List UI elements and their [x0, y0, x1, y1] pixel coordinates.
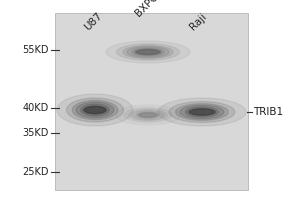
Text: 35KD: 35KD — [22, 128, 49, 138]
Ellipse shape — [140, 112, 156, 117]
Ellipse shape — [81, 104, 109, 116]
Ellipse shape — [132, 48, 164, 56]
Ellipse shape — [116, 105, 180, 125]
Ellipse shape — [67, 98, 124, 122]
Ellipse shape — [158, 98, 246, 126]
Ellipse shape — [185, 107, 218, 117]
Ellipse shape — [129, 109, 167, 121]
Ellipse shape — [132, 110, 164, 120]
Ellipse shape — [124, 108, 172, 122]
Ellipse shape — [85, 106, 104, 114]
Text: Raji: Raji — [188, 11, 208, 32]
Text: 40KD: 40KD — [23, 103, 49, 113]
Ellipse shape — [72, 100, 118, 120]
Bar — [55, 13, 248, 190]
Text: TRIB1: TRIB1 — [253, 107, 283, 117]
Ellipse shape — [189, 109, 215, 115]
Ellipse shape — [176, 104, 228, 120]
Ellipse shape — [138, 113, 158, 117]
Text: U87: U87 — [83, 10, 105, 32]
Ellipse shape — [137, 49, 158, 55]
Text: 25KD: 25KD — [22, 167, 49, 177]
Ellipse shape — [127, 46, 169, 58]
Ellipse shape — [84, 106, 106, 114]
Text: 55KD: 55KD — [22, 45, 49, 55]
Ellipse shape — [191, 108, 213, 116]
Ellipse shape — [136, 111, 160, 119]
Ellipse shape — [123, 45, 173, 59]
Ellipse shape — [135, 50, 161, 54]
Ellipse shape — [180, 105, 224, 119]
Ellipse shape — [116, 44, 179, 60]
Text: BXPC-3: BXPC-3 — [133, 0, 167, 18]
Ellipse shape — [169, 102, 235, 122]
Ellipse shape — [76, 102, 114, 118]
Ellipse shape — [57, 94, 133, 126]
Ellipse shape — [106, 41, 190, 63]
